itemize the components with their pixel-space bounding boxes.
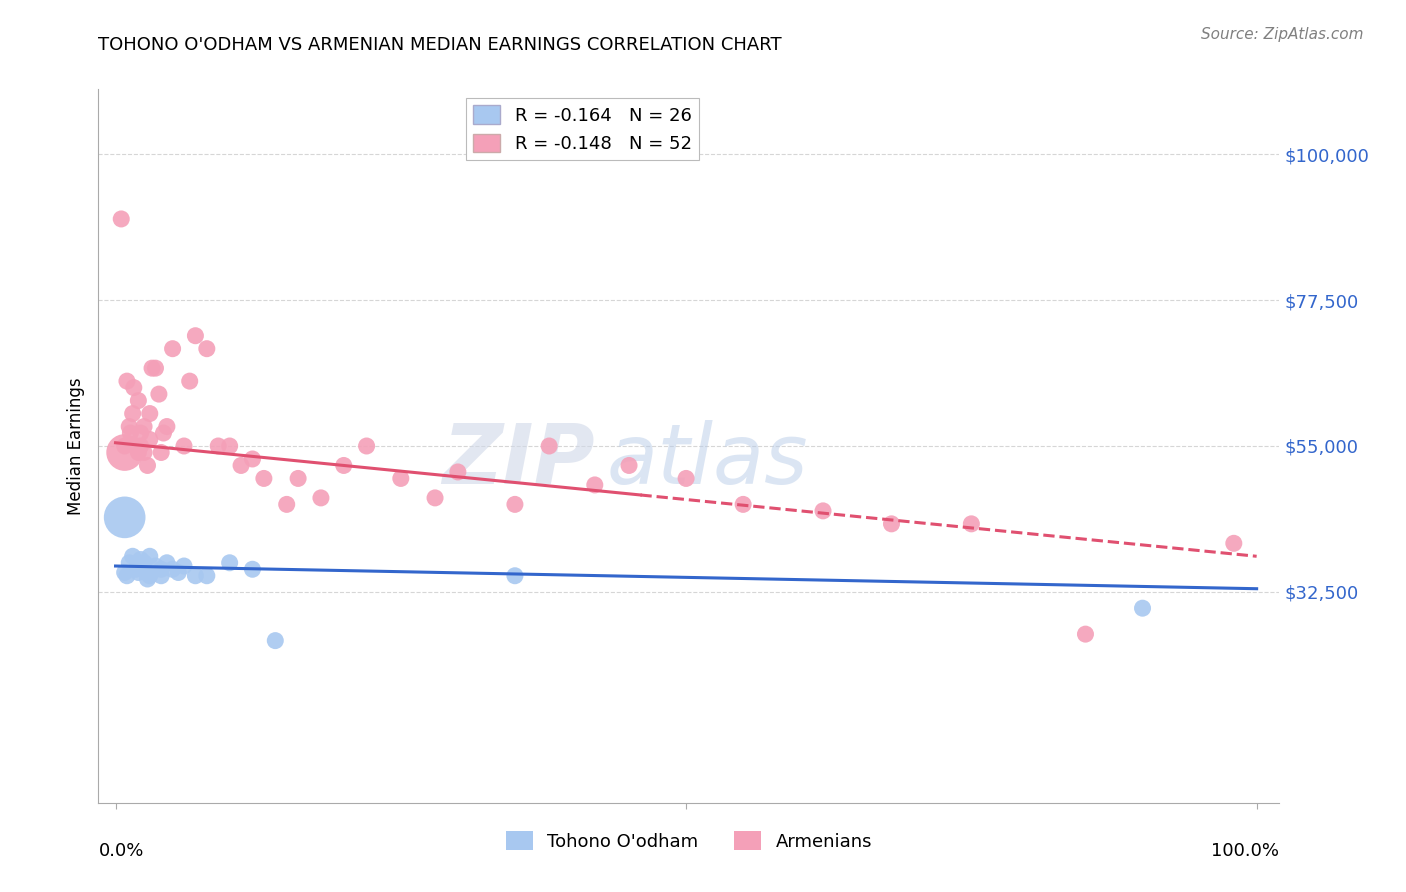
- Point: [503, 497, 526, 511]
- Point: [132, 556, 155, 570]
- Point: [127, 566, 149, 580]
- Point: [184, 328, 207, 343]
- Point: [132, 445, 155, 459]
- Point: [122, 381, 145, 395]
- Point: [811, 504, 834, 518]
- Point: [173, 439, 195, 453]
- Text: 0.0%: 0.0%: [98, 842, 143, 860]
- Point: [156, 419, 179, 434]
- Point: [120, 425, 142, 440]
- Text: Source: ZipAtlas.com: Source: ZipAtlas.com: [1201, 27, 1364, 42]
- Text: TOHONO O'ODHAM VS ARMENIAN MEDIAN EARNINGS CORRELATION CHART: TOHONO O'ODHAM VS ARMENIAN MEDIAN EARNIN…: [98, 36, 782, 54]
- Point: [253, 471, 276, 485]
- Point: [132, 562, 155, 576]
- Point: [115, 374, 138, 388]
- Point: [733, 497, 755, 511]
- Point: [242, 452, 264, 467]
- Point: [150, 562, 173, 576]
- Point: [675, 471, 697, 485]
- Point: [139, 568, 162, 582]
- Text: atlas: atlas: [606, 420, 808, 500]
- Point: [207, 439, 229, 453]
- Point: [127, 445, 149, 459]
- Point: [332, 458, 354, 473]
- Point: [145, 559, 167, 574]
- Point: [114, 439, 136, 453]
- Point: [173, 559, 195, 574]
- Point: [121, 549, 143, 564]
- Text: ZIP: ZIP: [441, 420, 595, 500]
- Point: [229, 458, 252, 473]
- Point: [129, 552, 152, 566]
- Point: [114, 510, 136, 524]
- Point: [242, 562, 264, 576]
- Point: [309, 491, 332, 505]
- Point: [503, 568, 526, 582]
- Point: [167, 566, 190, 580]
- Point: [118, 419, 141, 434]
- Point: [139, 433, 162, 447]
- Point: [880, 516, 903, 531]
- Point: [114, 566, 136, 580]
- Point: [118, 556, 141, 570]
- Point: [195, 342, 218, 356]
- Point: [150, 445, 173, 459]
- Point: [152, 425, 174, 440]
- Point: [184, 568, 207, 582]
- Point: [423, 491, 446, 505]
- Point: [148, 387, 170, 401]
- Point: [179, 374, 201, 388]
- Point: [276, 497, 298, 511]
- Point: [136, 458, 159, 473]
- Point: [287, 471, 309, 485]
- Point: [195, 568, 218, 582]
- Point: [110, 211, 132, 226]
- Point: [129, 425, 152, 440]
- Point: [538, 439, 561, 453]
- Point: [125, 439, 148, 453]
- Point: [960, 516, 983, 531]
- Point: [121, 407, 143, 421]
- Point: [447, 465, 470, 479]
- Point: [129, 439, 152, 453]
- Point: [1223, 536, 1246, 550]
- Point: [162, 562, 184, 576]
- Point: [617, 458, 640, 473]
- Point: [145, 361, 167, 376]
- Point: [1132, 601, 1154, 615]
- Text: 100.0%: 100.0%: [1212, 842, 1279, 860]
- Point: [218, 556, 240, 570]
- Point: [162, 342, 184, 356]
- Point: [114, 445, 136, 459]
- Point: [264, 633, 287, 648]
- Point: [139, 407, 162, 421]
- Point: [139, 549, 162, 564]
- Point: [150, 568, 173, 582]
- Legend: Tohono O'odham, Armenians: Tohono O'odham, Armenians: [498, 824, 880, 858]
- Point: [125, 562, 148, 576]
- Point: [141, 361, 163, 376]
- Point: [389, 471, 412, 485]
- Point: [356, 439, 378, 453]
- Point: [136, 572, 159, 586]
- Point: [583, 478, 606, 492]
- Point: [132, 419, 155, 434]
- Y-axis label: Median Earnings: Median Earnings: [66, 377, 84, 515]
- Point: [218, 439, 240, 453]
- Point: [127, 393, 149, 408]
- Point: [1074, 627, 1097, 641]
- Point: [115, 568, 138, 582]
- Point: [156, 556, 179, 570]
